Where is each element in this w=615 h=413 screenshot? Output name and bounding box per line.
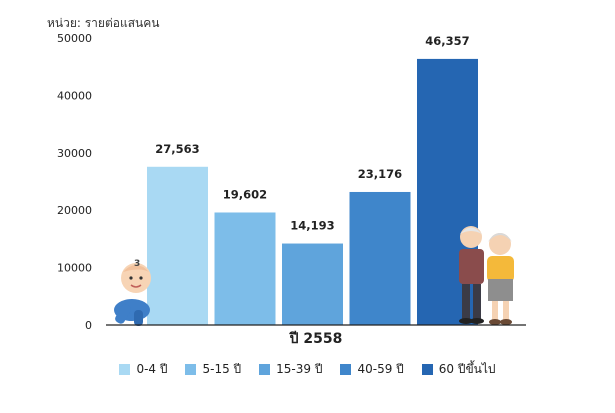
legend-item: 60 ปีขึ้นไป — [421, 360, 496, 379]
legend-swatch — [421, 364, 433, 375]
legend-label: 5-15 ปี — [202, 362, 242, 376]
y-tick-label: 40000 — [57, 89, 92, 102]
legend-item: 15-39 ปี — [259, 360, 322, 379]
bar — [214, 212, 276, 325]
bar — [147, 166, 208, 325]
legend-swatch — [259, 364, 271, 375]
y-tick-label: 0 — [85, 319, 92, 332]
legend-label: 15-39 ปี — [276, 362, 323, 376]
bar — [349, 191, 411, 325]
y-tick-label: 50000 — [57, 32, 92, 45]
bar-value-label: 46,357 — [425, 34, 469, 48]
svg-text:3: 3 — [134, 259, 140, 269]
legend-label: 0-4 ปี — [136, 362, 168, 376]
bar-value-label: 14,193 — [290, 219, 334, 233]
unit-label: หน่วย: รายต่อแสนคน — [47, 16, 160, 30]
bars — [147, 58, 478, 325]
y-tick-label: 10000 — [57, 262, 92, 275]
bar-value-label: 19,602 — [223, 187, 267, 201]
legend-item: 5-15 ปี — [185, 360, 241, 379]
legend: 0-4 ปี 5-15 ปี 15-39 ปี 40-59 ปี 60 ปีขึ้นไป — [0, 360, 615, 379]
value-labels: 27,563 19,602 14,193 23,176 46,357 — [155, 34, 469, 233]
baby-illustration: 3 — [114, 259, 151, 326]
elderly-couple-illustration — [459, 226, 514, 325]
legend-swatch — [119, 364, 131, 375]
x-axis-label: ปี 2558 — [288, 331, 342, 347]
bar-value-label: 23,176 — [358, 167, 402, 181]
bar — [282, 243, 343, 325]
y-tick-label: 20000 — [57, 204, 92, 217]
legend-label: 60 ปีขึ้นไป — [438, 362, 496, 376]
legend-item: 0-4 ปี — [119, 360, 167, 379]
legend-swatch — [340, 364, 352, 375]
y-axis: 0 10000 20000 30000 40000 50000 — [57, 32, 92, 332]
legend-label: 40-59 ปี — [357, 362, 404, 376]
y-tick-label: 30000 — [57, 147, 92, 160]
bar-value-label: 27,563 — [155, 142, 199, 156]
legend-swatch — [185, 364, 197, 375]
legend-item: 40-59 ปี — [340, 360, 404, 379]
